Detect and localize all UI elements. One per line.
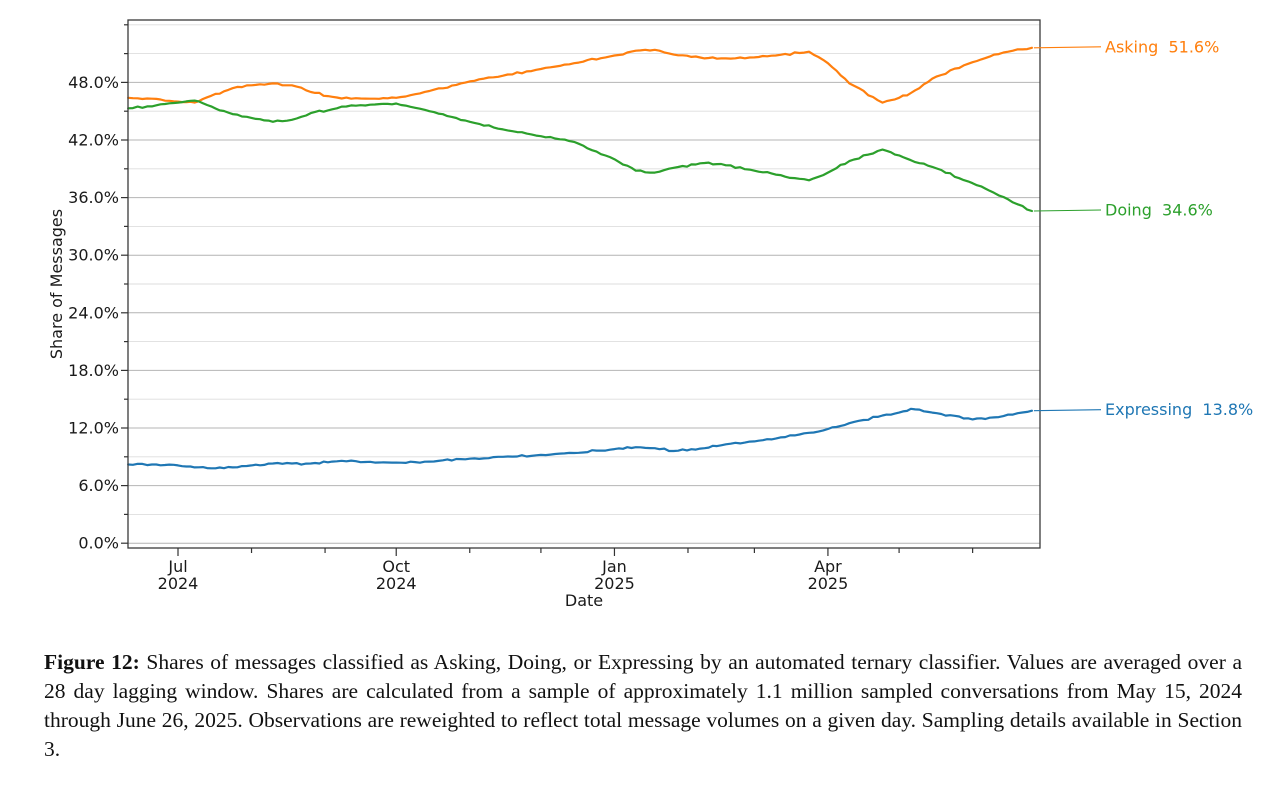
x-tick-label: Jan 2025 [594, 557, 635, 593]
series-lines [127, 46, 1033, 470]
series-line-expressing [127, 407, 1033, 470]
x-tick-label: Jul 2024 [158, 557, 199, 593]
x-axis-label: Date [565, 591, 603, 610]
end-annotations: Asking 51.6% Doing 34.6% Expressing 13.8% [1033, 37, 1253, 419]
leader-line-expressing [1033, 409, 1102, 412]
leader-line-asking [1033, 46, 1102, 49]
y-tick-label: 48.0% [68, 73, 119, 92]
y-tick-label: 42.0% [68, 131, 119, 150]
end-label-doing: Doing 34.6% [1105, 201, 1213, 220]
y-tick-label: 18.0% [68, 361, 119, 380]
series-line-doing [127, 99, 1033, 213]
y-tick-label: 24.0% [68, 303, 119, 322]
gridlines [128, 24, 1040, 544]
y-tick-label: 36.0% [68, 188, 119, 207]
y-tick-label: 6.0% [78, 476, 119, 495]
axes: 0.0% 6.0% 12.0% 18.0% 24.0% 30.0% 36.0% 42.0% 48… [47, 24, 974, 610]
series-line-asking [127, 46, 1033, 104]
chart-area: 0.0% 6.0% 12.0% 18.0% 24.0% 30.0% 36.0% 42.0% 48… [47, 19, 1253, 610]
figure-caption: Figure 12: Shares of messages classified… [44, 648, 1242, 764]
end-label-expressing: Expressing 13.8% [1105, 400, 1253, 419]
leader-line-doing [1033, 209, 1102, 212]
y-tick-label: 0.0% [78, 534, 119, 553]
y-axis-label: Share of Messages [47, 209, 66, 359]
x-tick-label: Apr 2025 [808, 557, 849, 593]
x-tick-label: Oct 2024 [376, 557, 417, 593]
end-label-asking: Asking 51.6% [1105, 37, 1219, 56]
figure-caption-label: Figure 12: [44, 650, 140, 674]
line-chart: 0.0% 6.0% 12.0% 18.0% 24.0% 30.0% 36.0% 42.0% 48… [47, 19, 1253, 610]
y-tick-label: 12.0% [68, 419, 119, 438]
figure-caption-text: Shares of messages classified as Asking,… [44, 650, 1242, 761]
y-tick-label: 30.0% [68, 246, 119, 265]
